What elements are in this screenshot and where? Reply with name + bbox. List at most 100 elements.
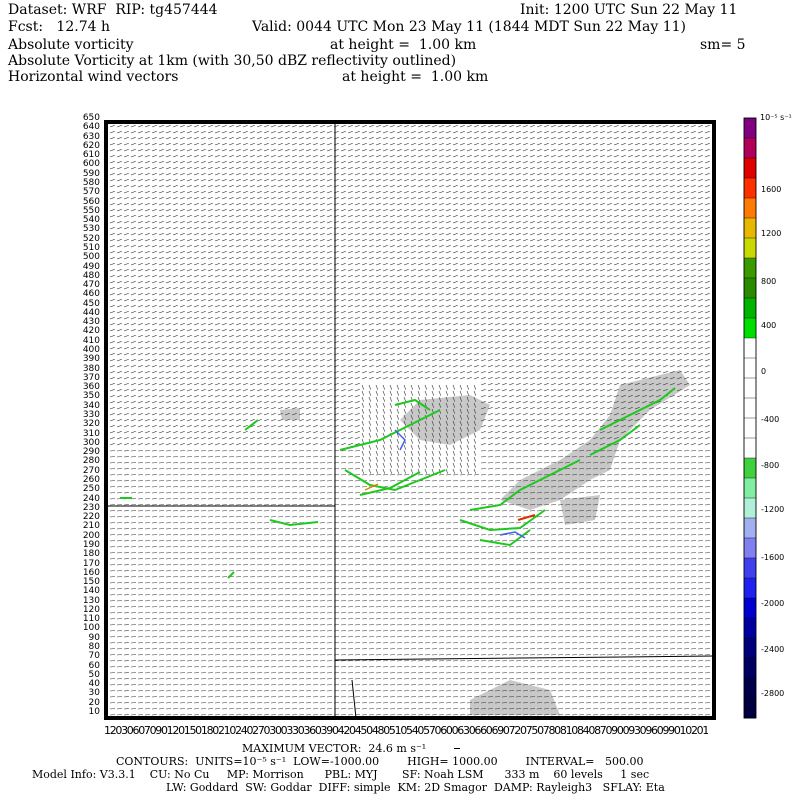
y-tick-label: 160: [82, 567, 100, 578]
y-tick-label: 300: [82, 437, 100, 448]
y-tick-label: 610: [82, 150, 100, 161]
y-tick-label: 200: [82, 530, 100, 541]
y-tick-label: 380: [82, 363, 100, 374]
y-tick-label: 10: [88, 707, 100, 717]
y-tick-label: 550: [82, 205, 100, 216]
wind-vector-arrows: [109, 125, 711, 716]
colorbar-cell: [743, 157, 757, 179]
colorbar-cell: [743, 197, 757, 219]
y-tick-label: 530: [82, 224, 100, 235]
y-tick-label: 270: [82, 465, 100, 476]
y-tick-label: 240: [82, 493, 100, 504]
y-tick-label: 190: [82, 539, 100, 550]
colorbar-cell: [743, 477, 757, 499]
max-vector-label: MAXIMUM VECTOR: 24.6 m s⁻¹: [242, 742, 427, 755]
colorbar-cell: [743, 277, 757, 299]
wind-vectors: [109, 125, 711, 716]
y-tick-label: 80: [88, 642, 100, 653]
colorbar-cell: [743, 617, 757, 639]
colorbar-cell: [743, 337, 757, 359]
y-tick-label: 20: [88, 697, 100, 708]
valid-time: Valid: 0044 UTC Mon 23 May 11 (1844 MDT …: [252, 19, 686, 35]
vorticity-contour: [227, 571, 235, 579]
y-tick-label: 330: [82, 410, 100, 420]
reference-vector-arrow: [454, 748, 460, 749]
y-tick-label: 420: [82, 326, 100, 337]
colorbar-level-label: -2400: [761, 645, 785, 654]
vorticity-contour: [359, 471, 421, 496]
smoothing-label: sm= 5: [700, 37, 746, 53]
map-frame: [104, 120, 716, 720]
colorbar-cell: [743, 257, 757, 279]
colorbar-level-label: -2800: [761, 689, 785, 698]
y-tick-label: 170: [82, 558, 100, 569]
contours-info: CONTOURS: UNITS=10⁻⁵ s⁻¹ LOW=-1000.00 HI…: [116, 755, 644, 768]
y-tick-label: 400: [82, 345, 100, 356]
init-time: Init: 1200 UTC Sun 22 May 11: [520, 2, 738, 18]
vorticity-contour: [589, 424, 641, 456]
colorbar-cell: [743, 677, 757, 699]
colorbar-unit: 10⁻⁵ s⁻¹: [760, 113, 792, 122]
y-tick-label: 220: [82, 512, 100, 523]
colorbar-cell: [743, 497, 757, 519]
y-tick-label: 430: [82, 317, 100, 328]
vorticity-contour: [459, 509, 546, 532]
vorticity-contour-negative: [394, 429, 406, 451]
y-tick-label: 490: [82, 261, 100, 272]
field-height: at height = 1.00 km: [330, 37, 477, 53]
colorbar-cell: [743, 117, 757, 139]
y-tick-label: 150: [82, 577, 100, 588]
vorticity-contour: [479, 529, 531, 547]
y-tick-label: 90: [88, 632, 100, 643]
vector-field-height: at height = 1.00 km: [342, 69, 489, 85]
field-name: Absolute vorticity: [8, 37, 134, 53]
colorbar-cell: [743, 597, 757, 619]
reflectivity-shading: [560, 495, 600, 525]
colorbar-level-label: -1600: [761, 553, 785, 562]
vorticity-max: [364, 483, 379, 491]
colorbar-cell: [743, 377, 757, 399]
colorbar-level-label: -800: [761, 461, 780, 470]
y-tick-label: 410: [82, 335, 100, 346]
y-tick-label: 210: [82, 521, 100, 532]
vorticity-max: [517, 514, 536, 521]
y-tick-label: 450: [82, 298, 100, 309]
colorbar-cell: [743, 537, 757, 559]
y-tick-label: 560: [82, 196, 100, 207]
y-tick-label: 110: [82, 614, 100, 625]
colorbar-cell: [743, 557, 757, 579]
y-tick-label: 40: [88, 679, 100, 690]
y-tick-label: 180: [82, 549, 100, 560]
colorbar-cell: [743, 637, 757, 659]
y-tick-label: 470: [82, 280, 100, 291]
reflectivity-shading: [400, 395, 490, 445]
y-tick-label: 510: [82, 242, 100, 253]
plot-description: Absolute Vorticity at 1km (with 30,50 dB…: [8, 53, 457, 69]
y-tick-label: 390: [82, 354, 100, 365]
y-tick-label: 640: [82, 122, 100, 133]
state-boundary: [334, 655, 715, 661]
colorbar-cell: [743, 237, 757, 259]
colorbar-level-label: -2000: [761, 599, 785, 608]
y-tick-label: 480: [82, 270, 100, 281]
colorbar-level-label: 0: [761, 367, 767, 376]
y-tick-label: 590: [82, 168, 100, 179]
y-tick-label: 50: [88, 669, 100, 680]
colorbar-cell: [743, 137, 757, 159]
vorticity-contour: [469, 459, 581, 511]
colorbar-frame: [743, 117, 757, 719]
y-tick-label: 540: [82, 215, 100, 226]
y-tick-label: 70: [88, 651, 100, 662]
state-boundary: [351, 679, 357, 719]
colorbar-cell: [743, 457, 757, 479]
reflectivity-shading: [470, 680, 560, 715]
y-tick-label: 360: [82, 382, 100, 393]
colorbar-cell: [743, 577, 757, 599]
vector-field-name: Horizontal wind vectors: [8, 69, 179, 85]
model-physics-info: LW: Goddard SW: Goddar DIFF: simple KM: …: [166, 781, 665, 794]
colorbar-level-label: 400: [761, 321, 777, 330]
y-tick-label: 120: [82, 604, 100, 615]
y-tick-label: 500: [82, 252, 100, 263]
y-tick-label: 350: [82, 391, 100, 402]
